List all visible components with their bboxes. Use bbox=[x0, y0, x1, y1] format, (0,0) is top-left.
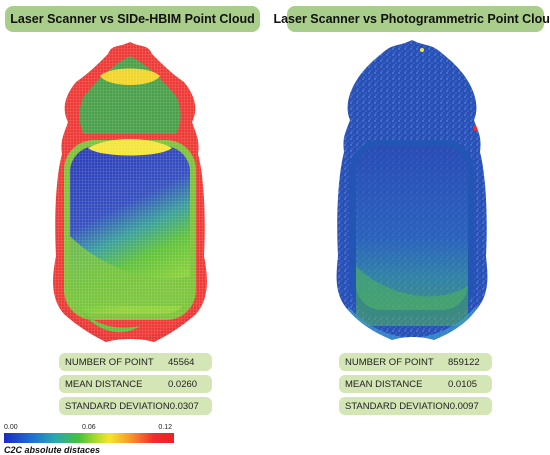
stats-left: NUMBER OF POINT 45564 MEAN DISTANCE 0.02… bbox=[59, 353, 212, 419]
panel-title-right: Laser Scanner vs Photogrammetric Point C… bbox=[273, 6, 550, 32]
legend-color-bar bbox=[4, 433, 174, 443]
legend-tick-mid: 0.06 bbox=[82, 424, 96, 431]
point-cloud-right bbox=[336, 40, 488, 340]
stat-row-standard-deviation: STANDARD DEVIATION 0.0307 bbox=[59, 397, 212, 415]
color-scale-legend: 0.00 0.06 0.12 C2C absolute distaces bbox=[2, 424, 174, 455]
legend-tick-min: 0.00 bbox=[4, 424, 18, 431]
stat-row-number-of-point: NUMBER OF POINT 45564 bbox=[59, 353, 212, 371]
stat-label: STANDARD DEVIATION bbox=[65, 400, 170, 412]
stat-value: 45564 bbox=[168, 356, 195, 368]
legend-ticks: 0.00 0.06 0.12 bbox=[2, 424, 174, 433]
stat-label: STANDARD DEVIATION bbox=[345, 400, 450, 412]
stat-row-number-of-point: NUMBER OF POINT 859122 bbox=[339, 353, 492, 371]
stat-label: NUMBER OF POINT bbox=[345, 356, 434, 368]
stat-value: 859122 bbox=[448, 356, 480, 368]
stat-label: MEAN DISTANCE bbox=[65, 378, 143, 390]
stats-right: NUMBER OF POINT 859122 MEAN DISTANCE 0.0… bbox=[339, 353, 492, 419]
stat-value: 0.0307 bbox=[169, 400, 199, 412]
stat-row-mean-distance: MEAN DISTANCE 0.0105 bbox=[339, 375, 492, 393]
legend-caption: C2C absolute distaces bbox=[4, 445, 101, 455]
point-cloud-left bbox=[53, 42, 207, 342]
stat-label: MEAN DISTANCE bbox=[345, 378, 423, 390]
stat-value: 0.0097 bbox=[449, 400, 479, 412]
panel-title-left: Laser Scanner vs SIDe-HBIM Point Cloud bbox=[5, 6, 260, 32]
stat-row-mean-distance: MEAN DISTANCE 0.0260 bbox=[59, 375, 212, 393]
stat-value: 0.0260 bbox=[168, 378, 198, 390]
legend-tick-max: 0.12 bbox=[158, 424, 172, 431]
stat-row-standard-deviation: STANDARD DEVIATION 0.0097 bbox=[339, 397, 492, 415]
stat-label: NUMBER OF POINT bbox=[65, 356, 154, 368]
stat-value: 0.0105 bbox=[448, 378, 478, 390]
